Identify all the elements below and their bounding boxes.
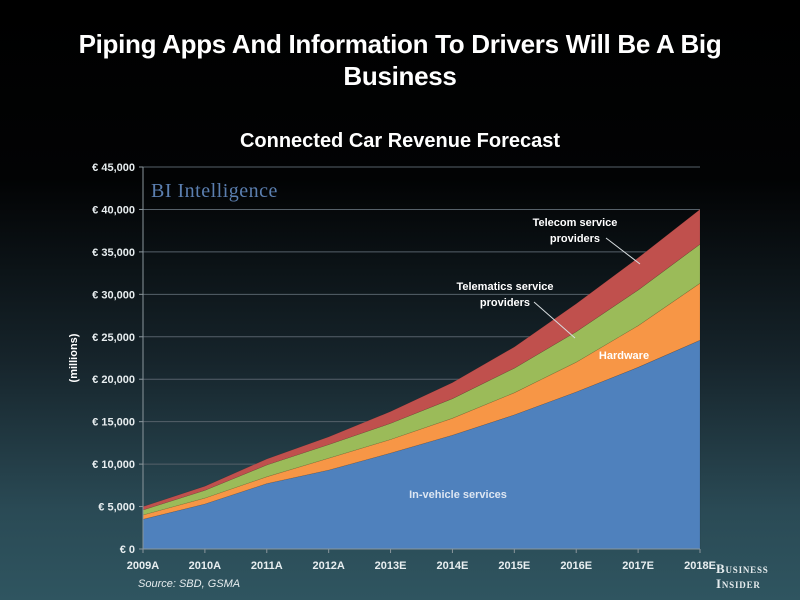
y-tick-label: € 25,000 bbox=[92, 332, 135, 344]
x-tick-label: 2016E bbox=[560, 560, 592, 572]
bi-intelligence-watermark: BI Intelligence bbox=[151, 180, 278, 202]
source-note: Source: SBD, GSMA bbox=[138, 578, 241, 590]
annotation-leader-telecom bbox=[605, 237, 641, 265]
annotation-hardware: Hardware bbox=[599, 350, 649, 362]
y-tick-label: € 0 bbox=[120, 544, 135, 556]
y-axis-label: (millions) bbox=[68, 333, 80, 382]
y-tick-label: € 20,000 bbox=[92, 374, 135, 386]
annotation-leader-telematics bbox=[533, 301, 576, 339]
x-tick-label: 2013E bbox=[375, 560, 407, 572]
page-title-line2: Business bbox=[343, 61, 457, 91]
annotation-telecom: Telecom service bbox=[533, 217, 618, 229]
x-tick-label: 2012A bbox=[312, 560, 344, 572]
annotations: Telecom service providers Telematics servi… bbox=[409, 217, 649, 501]
y-tick-label: € 5,000 bbox=[98, 502, 135, 514]
business-insider-logo: Business Insider bbox=[716, 561, 769, 591]
y-tick-label: € 10,000 bbox=[92, 459, 135, 471]
x-tick-label: 2009A bbox=[127, 560, 159, 572]
y-axis-ticks: € 0 € 5,000 € 10,000 € 15,000 € 20,000 € 25,0… bbox=[92, 162, 143, 556]
area-telecom-service-providers bbox=[142, 208, 701, 511]
x-axis-ticks: 2009A 2010A 2011A 2012A 2013E 2014E 2015E 2016E… bbox=[127, 549, 716, 572]
x-tick-label: 2014E bbox=[437, 560, 469, 572]
x-tick-label: 2011A bbox=[251, 560, 283, 572]
annotation-in-vehicle: In-vehicle services bbox=[409, 489, 507, 501]
y-tick-label: € 35,000 bbox=[92, 247, 135, 259]
y-tick-label: € 45,000 bbox=[92, 162, 135, 174]
y-tick-label: € 30,000 bbox=[92, 289, 135, 301]
y-tick-label: € 40,000 bbox=[92, 204, 135, 216]
y-tick-label: € 15,000 bbox=[92, 417, 135, 429]
annotation-telecom: providers bbox=[550, 233, 600, 245]
annotation-telematics: Telematics service bbox=[456, 281, 553, 293]
logo-line2: Insider bbox=[716, 576, 761, 591]
chart-title: Connected Car Revenue Forecast bbox=[239, 130, 561, 152]
logo-line1: Business bbox=[716, 561, 769, 576]
annotation-telematics: providers bbox=[480, 297, 530, 309]
x-tick-label: 2010A bbox=[189, 560, 221, 572]
page-title: Piping Apps And Information To Drivers W… bbox=[0, 28, 800, 92]
page-title-line1: Piping Apps And Information To Drivers W… bbox=[78, 29, 722, 59]
x-tick-label: 2018E bbox=[684, 560, 716, 572]
x-tick-label: 2017E bbox=[622, 560, 654, 572]
x-tick-label: 2015E bbox=[498, 560, 530, 572]
axes bbox=[142, 167, 700, 550]
